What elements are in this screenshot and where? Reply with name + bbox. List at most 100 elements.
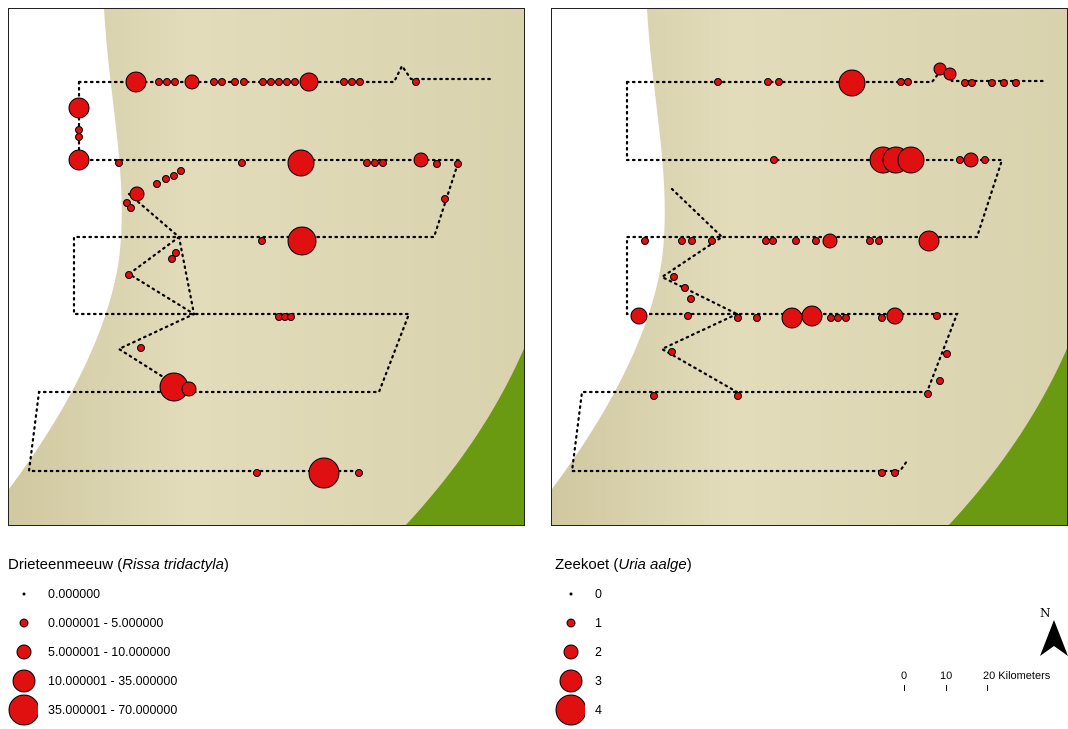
legend-item: 10.000001 - 35.000000	[8, 666, 229, 695]
observation-symbol	[287, 313, 295, 321]
sea-area	[552, 9, 1067, 525]
observation-symbol	[891, 469, 899, 477]
observation-symbol	[127, 204, 135, 212]
observation-symbol	[355, 469, 363, 477]
observation-symbol	[650, 392, 658, 400]
observation-symbol	[878, 469, 886, 477]
scale-label-20: 20 Kilometers	[983, 670, 1051, 682]
observation-symbol	[812, 237, 820, 245]
observation-symbol	[988, 79, 996, 87]
north-arrow: N	[1040, 606, 1068, 656]
observation-symbol	[827, 314, 835, 322]
observation-symbol	[283, 78, 291, 86]
observation-symbol	[371, 159, 379, 167]
legend-label: 10.000001 - 35.000000	[48, 673, 178, 688]
observation-symbol	[936, 377, 944, 385]
sea-area	[9, 9, 524, 525]
observation-symbol	[210, 78, 218, 86]
map-drieteenmeeuw-canvas	[9, 9, 524, 525]
observation-symbol	[413, 152, 429, 168]
observation-symbol	[170, 172, 178, 180]
observation-symbol	[363, 159, 371, 167]
observation-symbol	[1000, 79, 1008, 87]
observation-symbol	[886, 307, 904, 325]
observation-symbol	[172, 249, 180, 257]
land-area	[948, 348, 1067, 525]
legend-symbol	[555, 636, 585, 668]
observation-symbol	[287, 149, 315, 177]
map-zeekoet	[551, 8, 1068, 526]
observation-symbol	[684, 312, 692, 320]
legend-item: 35.000001 - 70.000000	[8, 694, 229, 726]
observation-symbol	[231, 78, 239, 86]
observation-symbol	[770, 156, 778, 164]
observation-symbol	[433, 160, 441, 168]
observation-symbol	[291, 78, 299, 86]
observation-symbol	[267, 78, 275, 86]
observation-symbol	[137, 344, 145, 352]
observation-symbol	[781, 307, 803, 329]
observation-symbol	[769, 237, 777, 245]
observation-symbol	[240, 78, 248, 86]
legend-item: 5.000001 - 10.000000	[8, 637, 229, 666]
observation-symbol	[356, 78, 364, 86]
observation-symbol	[68, 97, 90, 119]
legend-item: 0.000000	[8, 579, 229, 608]
legend-label: 2	[595, 644, 602, 659]
legend-drieteenmeeuw: Drieteenmeeuw (Rissa tridactyla) 0.00000…	[8, 556, 229, 726]
observation-symbol	[681, 284, 689, 292]
observation-symbol	[177, 167, 185, 175]
observation-symbol	[641, 237, 649, 245]
observation-symbol	[129, 186, 145, 202]
observation-symbol	[943, 350, 951, 358]
legend-item: 3	[555, 666, 692, 695]
observation-symbol	[838, 69, 866, 97]
observation-symbol	[734, 314, 742, 322]
observation-symbol	[287, 226, 317, 256]
observation-symbol	[171, 78, 179, 86]
legend-title: Zeekoet (Uria aalge)	[555, 556, 692, 573]
observation-symbol	[897, 146, 925, 174]
observation-symbol	[259, 78, 267, 86]
legend-title: Drieteenmeeuw (Rissa tridactyla)	[8, 556, 229, 573]
observation-symbol	[412, 78, 420, 86]
observation-symbol	[875, 237, 883, 245]
legend-label: 0	[595, 586, 602, 601]
observation-symbol	[961, 79, 969, 87]
north-label: N	[1040, 606, 1051, 620]
observation-symbol	[924, 390, 932, 398]
observation-symbol	[258, 237, 266, 245]
observation-symbol	[878, 314, 886, 322]
observation-symbol	[981, 156, 989, 164]
legend-symbol	[8, 694, 38, 726]
observation-symbol	[184, 74, 200, 90]
observation-symbol	[155, 78, 163, 86]
map-drieteenmeeuw	[8, 8, 525, 526]
legend-symbol	[8, 607, 38, 639]
observation-symbol	[379, 159, 387, 167]
observation-symbol	[670, 273, 678, 281]
observation-symbol	[687, 295, 695, 303]
legend-symbol	[8, 636, 38, 668]
legend-symbol	[8, 578, 38, 610]
observation-symbol	[897, 78, 905, 86]
observation-symbol	[168, 255, 176, 263]
observation-symbol	[75, 133, 83, 141]
survey-track	[570, 67, 1046, 473]
observation-symbol	[678, 237, 686, 245]
observation-symbol	[943, 67, 957, 81]
observation-symbol	[454, 160, 462, 168]
legend-label: 0.000001 - 5.000000	[48, 615, 164, 630]
observation-symbol	[125, 71, 147, 93]
observation-symbols	[630, 62, 1020, 477]
observation-symbol	[762, 237, 770, 245]
observation-symbol	[115, 159, 123, 167]
observation-symbol	[308, 457, 340, 489]
legend-item: 4	[555, 694, 692, 726]
legend-symbol	[555, 694, 585, 726]
observation-symbol	[441, 195, 449, 203]
north-arrow-icon	[1040, 620, 1068, 656]
legend-symbol	[555, 665, 585, 697]
legend-item: 0	[555, 579, 692, 608]
observation-symbols	[68, 71, 462, 489]
